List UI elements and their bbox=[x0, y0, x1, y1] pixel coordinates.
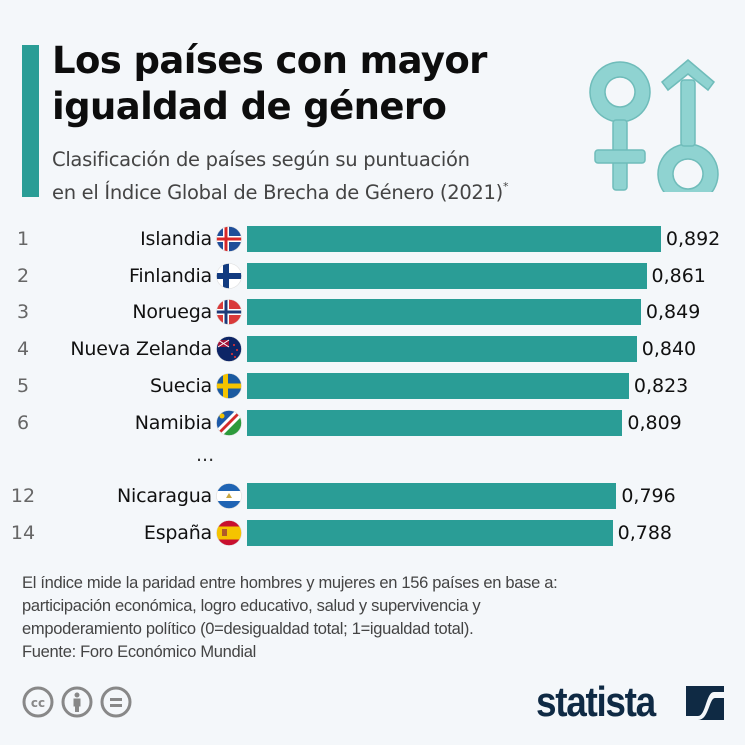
value-label: 0,796 bbox=[621, 484, 676, 507]
value-label: 0,892 bbox=[665, 228, 721, 250]
value-label: 0,788 bbox=[617, 521, 673, 544]
bar bbox=[247, 409, 623, 436]
sweden-flag-icon bbox=[216, 372, 242, 399]
no-derivatives-icon[interactable] bbox=[100, 686, 132, 718]
country-label: Islandia bbox=[140, 228, 212, 250]
norway-flag-icon bbox=[216, 299, 242, 326]
subtitle-line-2: en el Índice Global de Brecha de Género … bbox=[52, 173, 592, 206]
value-label: 0,861 bbox=[651, 264, 706, 287]
attribution-icon[interactable] bbox=[61, 686, 93, 718]
value-label: 0,849 bbox=[645, 301, 701, 324]
country-label: Suecia bbox=[150, 374, 212, 397]
note-line-1: El índice mide la paridad entre hombres … bbox=[22, 574, 558, 592]
spain-flag-icon bbox=[216, 519, 242, 546]
title-line-1: Los países con mayor bbox=[52, 39, 487, 82]
bar bbox=[247, 299, 641, 326]
footnote-mark: * bbox=[502, 180, 509, 193]
nicaragua-flag-icon bbox=[216, 483, 242, 509]
finland-flag-icon bbox=[216, 262, 242, 289]
license-icons: cc bbox=[22, 686, 132, 718]
bar bbox=[247, 336, 637, 363]
title-accent-bar bbox=[22, 45, 39, 197]
value-label: 0,823 bbox=[633, 374, 689, 397]
statista-logo-icon[interactable] bbox=[686, 686, 724, 720]
rank-label: 2 bbox=[16, 264, 30, 287]
gender-symbols-icon bbox=[589, 59, 719, 192]
new-zealand-flag-icon bbox=[216, 336, 242, 362]
creative-commons-icon[interactable]: cc bbox=[22, 686, 54, 718]
rank-label: 5 bbox=[16, 374, 30, 397]
gap-ellipsis: ... bbox=[196, 444, 215, 466]
title-line-2: igualdad de género bbox=[52, 85, 447, 128]
bar bbox=[247, 226, 661, 252]
subtitle-line-1: Clasificación de países según su puntuac… bbox=[52, 148, 470, 171]
subtitle: Clasificación de países según su puntuac… bbox=[52, 146, 592, 206]
svg-text:cc: cc bbox=[31, 696, 45, 710]
source-text: Fuente: Foro Económico Mundial bbox=[22, 643, 257, 661]
rank-label: 12 bbox=[10, 484, 36, 507]
note-line-2: participación económica, logro educativo… bbox=[22, 597, 481, 615]
iceland-flag-icon bbox=[216, 226, 242, 252]
bar bbox=[247, 262, 647, 289]
value-label: 0,840 bbox=[641, 338, 697, 361]
country-label: Namibia bbox=[134, 411, 212, 434]
statista-logo-text[interactable]: statista bbox=[536, 678, 656, 725]
country-label: Nicaragua bbox=[117, 484, 212, 507]
rank-label: 6 bbox=[16, 411, 30, 434]
subtitle-line-2-text: en el Índice Global de Brecha de Género … bbox=[52, 181, 503, 204]
rank-label: 1 bbox=[16, 228, 30, 250]
rank-label: 3 bbox=[16, 301, 30, 324]
rank-label: 4 bbox=[16, 338, 30, 361]
page-title: Los países con mayor igualdad de género bbox=[52, 38, 572, 130]
bar bbox=[247, 482, 617, 509]
value-label: 0,809 bbox=[627, 411, 682, 434]
methodology-note: El índice mide la paridad entre hombres … bbox=[22, 572, 722, 641]
rank-label: 14 bbox=[10, 521, 36, 544]
note-line-3: empoderamiento político (0=desigualdad t… bbox=[22, 620, 474, 638]
namibia-flag-icon bbox=[216, 409, 242, 436]
country-label: Noruega bbox=[132, 301, 212, 324]
bar bbox=[247, 519, 613, 546]
bar bbox=[247, 372, 629, 399]
country-label: España bbox=[143, 521, 212, 544]
country-label: Finlandia bbox=[128, 264, 212, 287]
bar-chart: 1 Islandia 0,892 2 Finlandia 0,861 3 Noruega 0,8… bbox=[10, 226, 721, 546]
country-label: Nueva Zelanda bbox=[70, 338, 212, 361]
